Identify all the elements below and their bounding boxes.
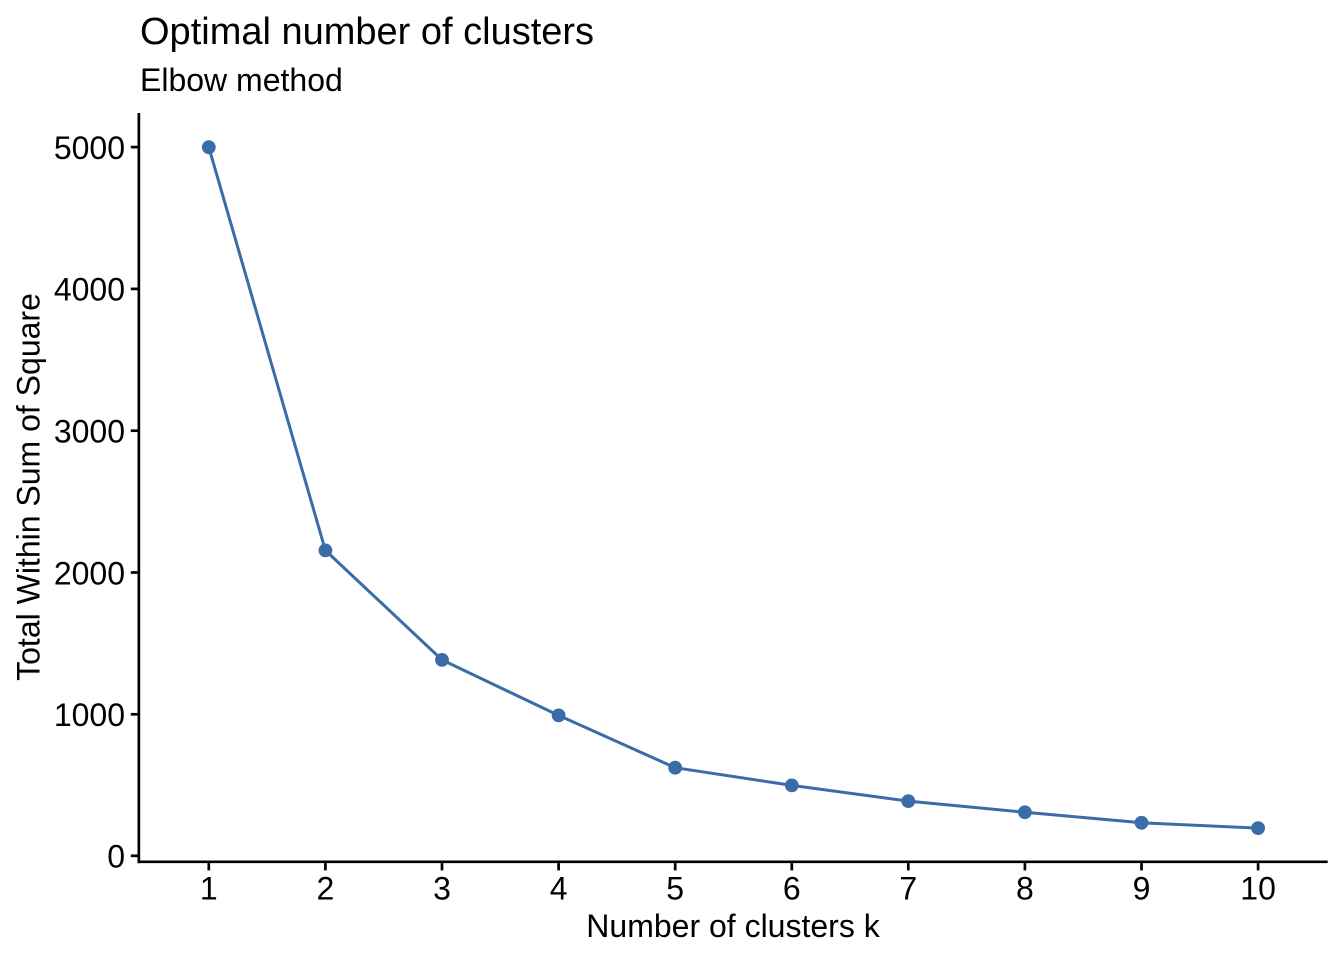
svg-text:7: 7	[899, 871, 917, 907]
svg-text:3000: 3000	[54, 414, 125, 450]
svg-text:9: 9	[1133, 871, 1151, 907]
svg-text:6: 6	[783, 871, 801, 907]
svg-text:4: 4	[550, 871, 568, 907]
svg-text:10: 10	[1240, 871, 1276, 907]
svg-text:Elbow method: Elbow method	[140, 62, 343, 98]
svg-text:3: 3	[433, 871, 451, 907]
svg-text:5000: 5000	[54, 130, 125, 166]
svg-text:Number of clusters k: Number of clusters k	[586, 908, 880, 944]
svg-text:1: 1	[200, 871, 218, 907]
svg-text:8: 8	[1016, 871, 1034, 907]
svg-text:1000: 1000	[54, 697, 125, 733]
svg-text:5: 5	[666, 871, 684, 907]
svg-text:4000: 4000	[54, 272, 125, 308]
svg-text:2: 2	[317, 871, 335, 907]
svg-text:0: 0	[107, 839, 125, 875]
svg-text:Total Within Sum of Square: Total Within Sum of Square	[10, 293, 46, 681]
svg-text:2000: 2000	[54, 555, 125, 591]
svg-text:Optimal number of clusters: Optimal number of clusters	[140, 11, 594, 53]
